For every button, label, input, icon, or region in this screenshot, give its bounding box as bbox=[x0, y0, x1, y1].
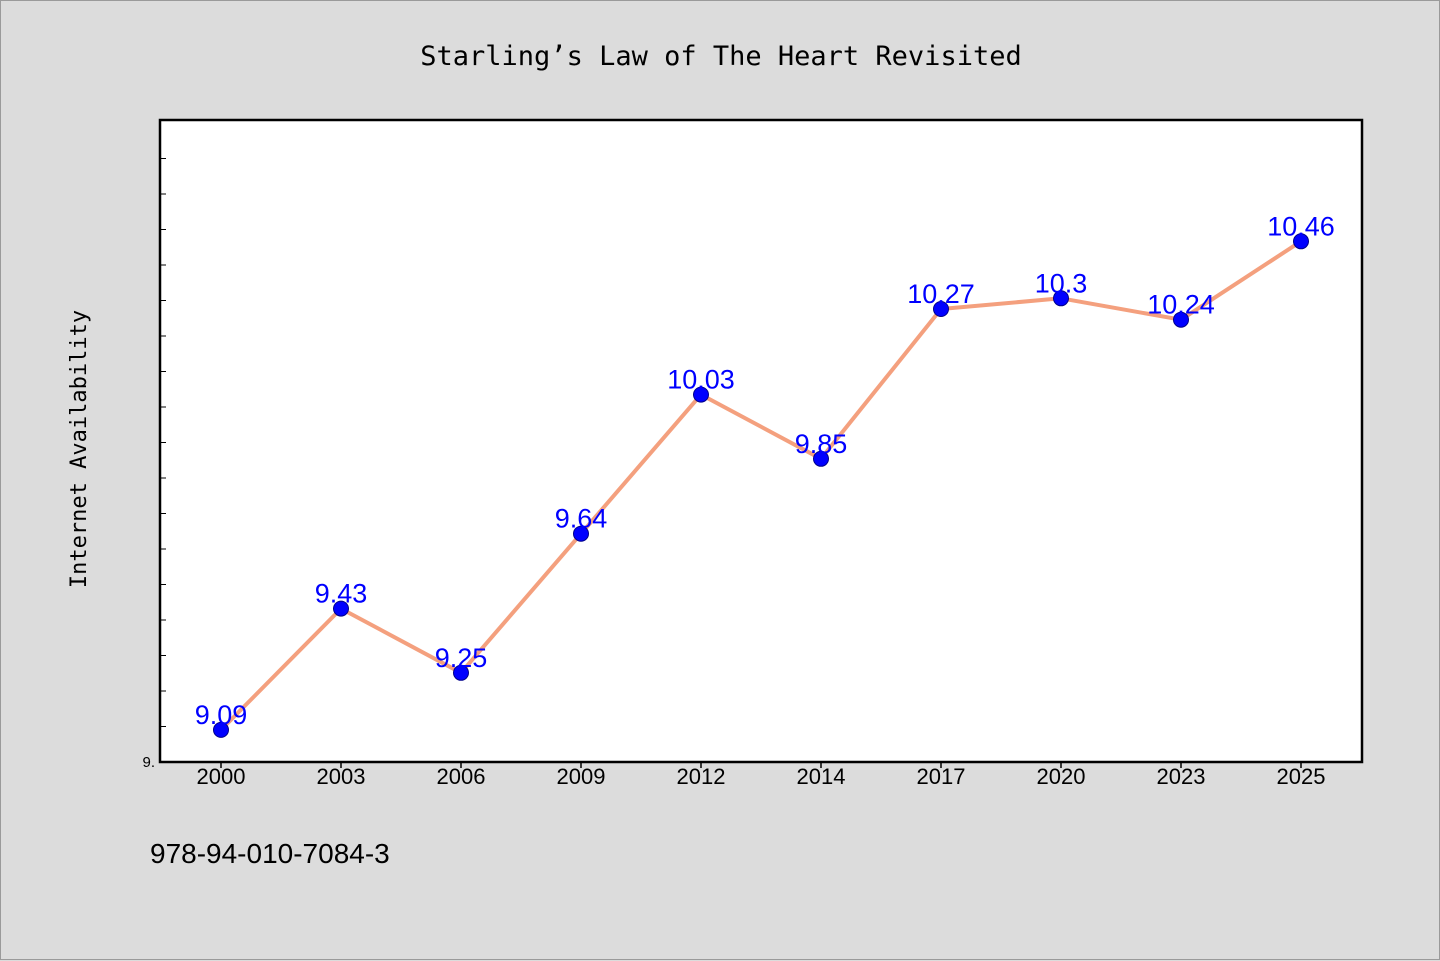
data-point bbox=[573, 525, 589, 542]
data-point bbox=[1293, 233, 1309, 250]
x-tick-label: 2014 bbox=[797, 764, 846, 789]
y-axis-ticks bbox=[160, 158, 166, 727]
data-labels: 9.09 9.43 9.25 9.64 10.03 9.85 10.27 10.3 10.24 1… bbox=[195, 211, 1335, 730]
data-label: 9.64 bbox=[555, 504, 608, 534]
plot-area bbox=[158, 118, 1364, 764]
data-label: 10.03 bbox=[667, 365, 735, 395]
data-point bbox=[813, 450, 829, 467]
x-tick-label: 2006 bbox=[437, 764, 486, 789]
x-tick-label: 2020 bbox=[1037, 764, 1086, 789]
data-label: 9.43 bbox=[315, 579, 368, 609]
x-tick-label: 2023 bbox=[1157, 764, 1206, 789]
data-label: 10.24 bbox=[1147, 290, 1215, 320]
series-line-group bbox=[219, 239, 1303, 732]
data-point bbox=[1173, 311, 1189, 328]
x-tick-label: 2017 bbox=[917, 764, 966, 789]
y-tick-label: 9. bbox=[142, 754, 155, 771]
chart-title: Starling’s Law of The Heart Revisited bbox=[420, 41, 1021, 72]
data-point bbox=[1053, 290, 1069, 307]
data-point bbox=[693, 386, 709, 403]
data-label: 10.46 bbox=[1267, 211, 1335, 241]
x-tick-label: 2025 bbox=[1277, 764, 1326, 789]
x-tick-label: 2012 bbox=[677, 764, 726, 789]
data-label: 10.27 bbox=[907, 279, 975, 309]
data-point bbox=[453, 664, 469, 681]
x-tick-label: 2009 bbox=[557, 764, 606, 789]
x-tick-label: 2000 bbox=[197, 764, 246, 789]
data-label: 9.25 bbox=[435, 643, 488, 673]
y-axis-label: Internet Availability bbox=[67, 310, 92, 588]
x-tick-label: 2003 bbox=[317, 764, 366, 789]
data-label: 9.09 bbox=[195, 700, 248, 730]
footer-isbn: 978-94-010-7084-3 bbox=[150, 838, 390, 869]
data-point bbox=[213, 721, 229, 738]
data-point bbox=[933, 301, 949, 317]
data-label: 9.85 bbox=[795, 429, 848, 459]
data-point bbox=[333, 600, 349, 617]
x-axis-ticks: 2000 2003 2006 2009 2012 2014 2017 2020 2023 2025 bbox=[197, 762, 1326, 789]
series-line bbox=[219, 239, 1303, 732]
data-markers bbox=[213, 233, 1309, 738]
data-label: 10.3 bbox=[1035, 268, 1088, 298]
